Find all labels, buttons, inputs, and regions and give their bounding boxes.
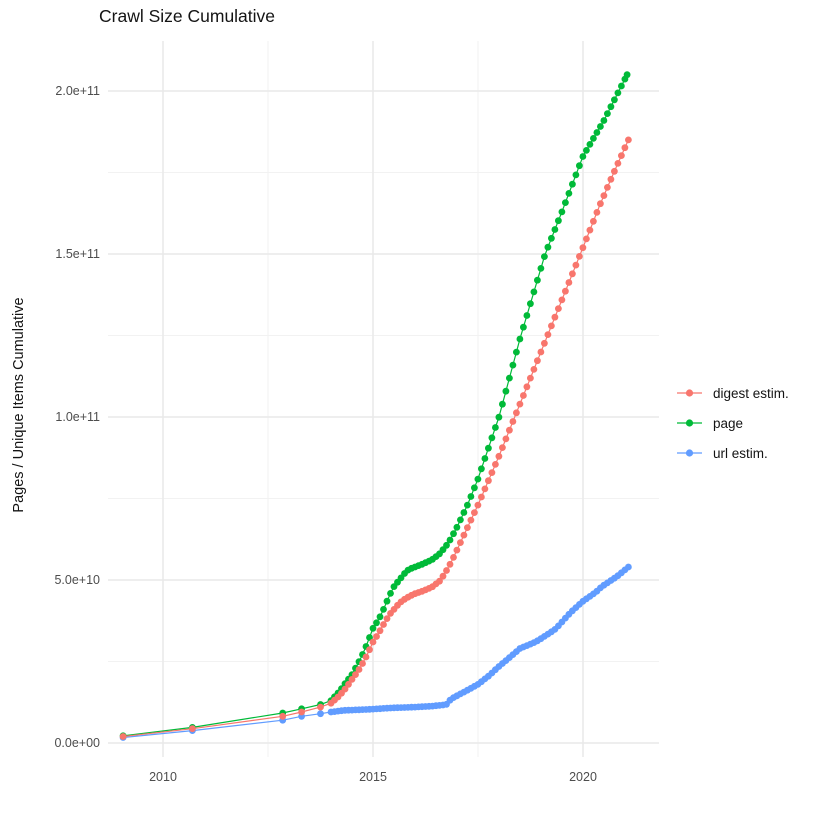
legend-item-digest-estim: digest estim. — [676, 378, 789, 408]
legend-label-url-estim: url estim. — [713, 445, 768, 461]
y-tick-label-4: 2.0e+11 — [55, 84, 100, 98]
legend-key-page-icon — [677, 419, 702, 427]
x-tick-label-2015: 2015 — [359, 770, 387, 784]
y-tick-label-0: 0.0e+00 — [54, 736, 100, 750]
x-tick-label-2010: 2010 — [149, 770, 177, 784]
y-axis-title: Pages / Unique Items Cumulative — [11, 297, 27, 513]
y-tick-label-1: 5.0e+10 — [54, 573, 100, 587]
x-tick-label-2020: 2020 — [569, 770, 597, 784]
legend-key-url-estim-icon — [677, 449, 702, 457]
legend-label-page: page — [713, 415, 744, 431]
legend-item-url-estim: url estim. — [676, 438, 789, 468]
legend-label-digest-estim: digest estim. — [713, 385, 789, 401]
legend: digest estim. page url estim. — [676, 378, 789, 468]
legend-key-digest-estim-icon — [677, 389, 702, 397]
legend-item-page: page — [676, 408, 789, 438]
chart-title: Crawl Size Cumulative — [99, 6, 276, 26]
y-tick-label-2: 1.0e+11 — [55, 410, 100, 424]
y-tick-label-3: 1.5e+11 — [55, 247, 100, 261]
